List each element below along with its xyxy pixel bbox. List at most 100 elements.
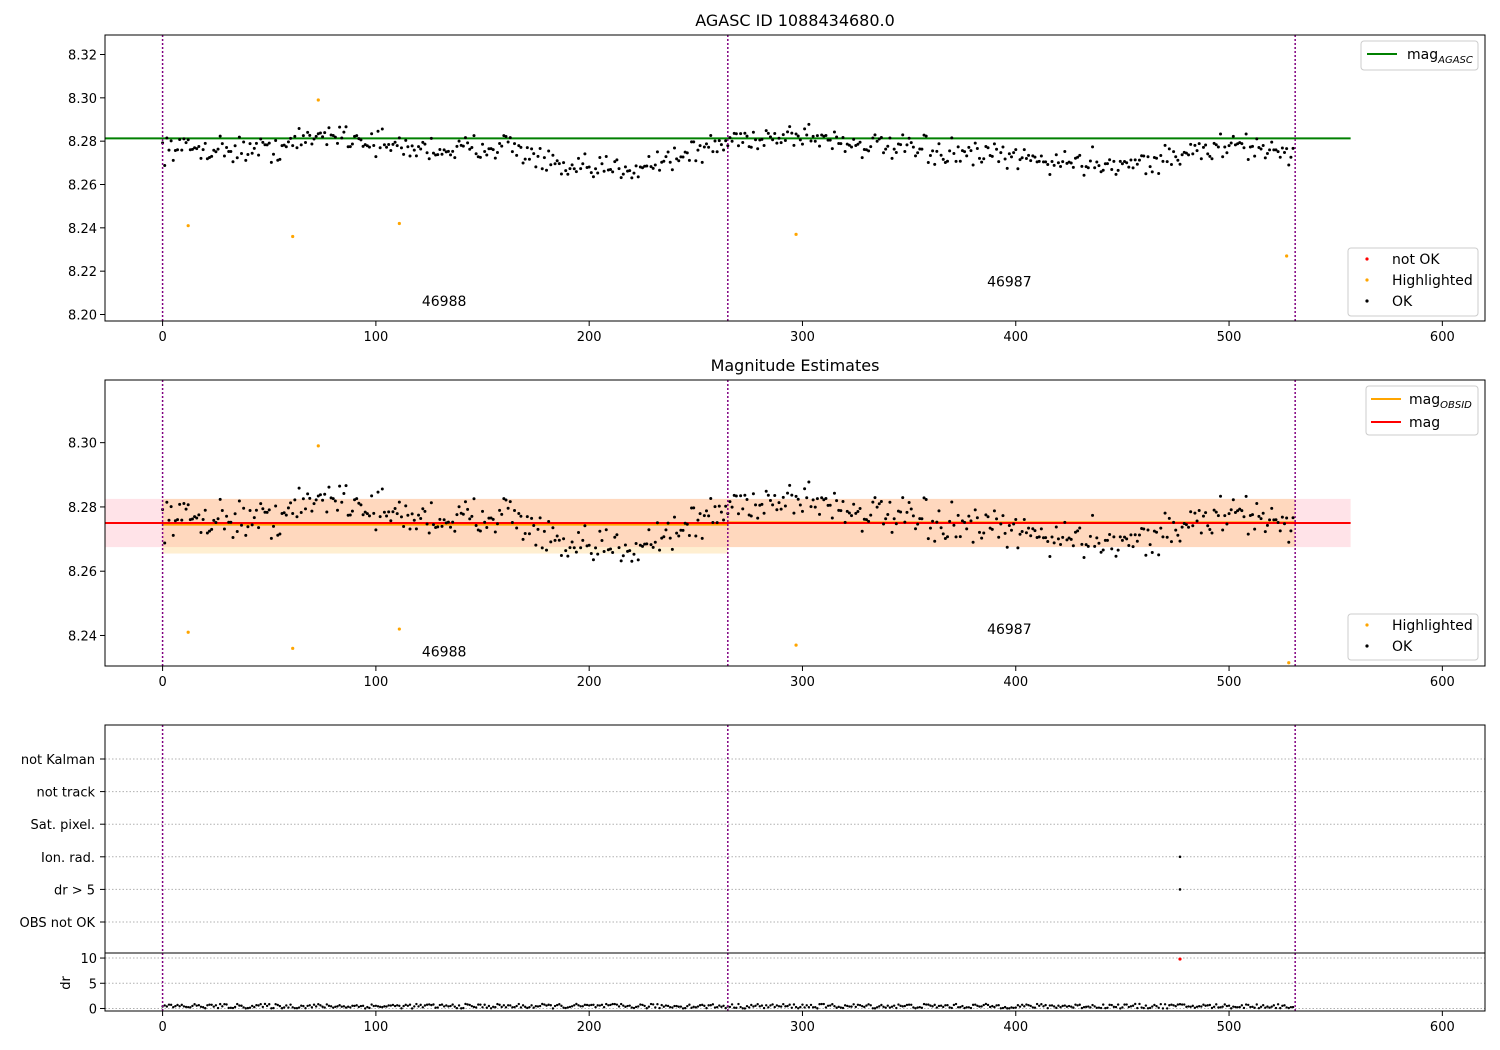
dr-point: [982, 1003, 985, 1007]
highlighted-point: [186, 630, 190, 634]
ok-point: [1146, 155, 1150, 159]
ok-point: [903, 520, 907, 524]
dr-point: [534, 1005, 538, 1008]
dr-point: [786, 1004, 789, 1008]
ok-point: [867, 519, 871, 523]
dr-point: [291, 1006, 294, 1009]
ok-point: [596, 171, 600, 175]
ok-point: [291, 512, 295, 516]
ok-point: [835, 135, 839, 139]
magnitude-panel-title: Magnitude Estimates: [711, 356, 880, 375]
ok-point: [286, 140, 290, 144]
ok-point: [485, 526, 489, 530]
ok-point: [286, 506, 290, 510]
ok-point: [1018, 158, 1022, 162]
ok-point: [1189, 510, 1193, 514]
ok-point: [1048, 554, 1052, 558]
ok-point: [1001, 514, 1005, 518]
y-tick-label: 8.28: [68, 501, 97, 516]
ok-point: [598, 529, 602, 533]
ok-point: [559, 554, 563, 558]
ok-point: [647, 155, 651, 159]
dr-point: [233, 1005, 237, 1009]
ok-point: [809, 139, 813, 143]
ok-point: [1197, 508, 1201, 512]
ok-point: [820, 496, 824, 500]
dr-point: [280, 1007, 284, 1010]
ok-point: [555, 534, 559, 538]
dr-point: [575, 1002, 578, 1006]
dr-point: [1131, 1004, 1135, 1007]
ok-point: [818, 144, 822, 148]
ok-point: [397, 500, 401, 504]
dr-point: [1289, 1005, 1293, 1009]
ok-point: [963, 150, 967, 154]
ok-point: [425, 522, 429, 526]
ok-point: [634, 542, 638, 546]
y-tick-label: 8.22: [68, 265, 97, 280]
dr-point: [538, 1004, 542, 1008]
ok-point: [1073, 530, 1077, 534]
dr-point: [997, 1004, 1000, 1007]
ok-point: [521, 537, 525, 541]
ok-point: [399, 146, 403, 150]
dr-point: [884, 1006, 887, 1009]
x-tick-label: 500: [1217, 675, 1242, 690]
ok-point: [370, 494, 374, 498]
ok-point: [754, 138, 758, 142]
ok-point: [453, 156, 457, 160]
ok-point: [741, 140, 745, 144]
dr-point: [811, 1006, 815, 1009]
ok-point: [1014, 518, 1018, 522]
ok-point: [323, 131, 327, 135]
ok-point: [538, 147, 542, 151]
y-tick-label: 8.26: [68, 565, 97, 580]
ok-point: [1216, 145, 1220, 149]
dr-point: [910, 1003, 913, 1006]
dr-point: [720, 1005, 723, 1009]
ok-point: [649, 543, 653, 547]
ok-point: [594, 167, 598, 171]
ok-point: [167, 148, 171, 152]
x-tick-label: 500: [1217, 330, 1242, 345]
ok-point: [950, 136, 954, 140]
dr-point: [628, 1004, 631, 1007]
ok-point: [1219, 494, 1223, 498]
dr-point: [1217, 1006, 1220, 1009]
dr-point: [617, 1005, 621, 1008]
dr-point: [406, 1004, 410, 1007]
ok-point: [1082, 173, 1086, 177]
ok-point: [773, 494, 777, 498]
dr-point: [436, 1006, 439, 1009]
ok-point: [1007, 524, 1011, 528]
dr-point: [839, 1006, 843, 1009]
ok-point: [361, 144, 365, 148]
ok-point: [704, 509, 708, 513]
dr-point: [739, 1005, 742, 1009]
ok-point: [1082, 555, 1086, 559]
dr-point: [1268, 1006, 1271, 1009]
dr-point: [826, 1004, 830, 1007]
dr-point: [905, 1003, 909, 1007]
highlighted-point: [397, 627, 401, 631]
ok-point: [205, 531, 209, 535]
dr-point: [197, 1003, 201, 1007]
ok-point: [263, 510, 267, 514]
ok-point: [1063, 520, 1067, 524]
ok-point: [602, 550, 606, 554]
ok-point: [926, 537, 930, 541]
dr-point: [415, 1002, 418, 1006]
ok-point: [1244, 132, 1248, 136]
dr-point: [611, 1002, 614, 1006]
ok-point: [907, 136, 911, 140]
ok-point: [387, 510, 391, 514]
ok-point: [1022, 518, 1026, 522]
ok-point: [235, 156, 239, 160]
ok-point: [421, 507, 425, 511]
ok-point: [523, 532, 527, 536]
dr-point: [931, 1005, 934, 1008]
ok-point: [1268, 518, 1272, 522]
ok-point: [1052, 163, 1056, 167]
dr-point: [1234, 1005, 1237, 1009]
dr-point: [483, 1003, 486, 1006]
